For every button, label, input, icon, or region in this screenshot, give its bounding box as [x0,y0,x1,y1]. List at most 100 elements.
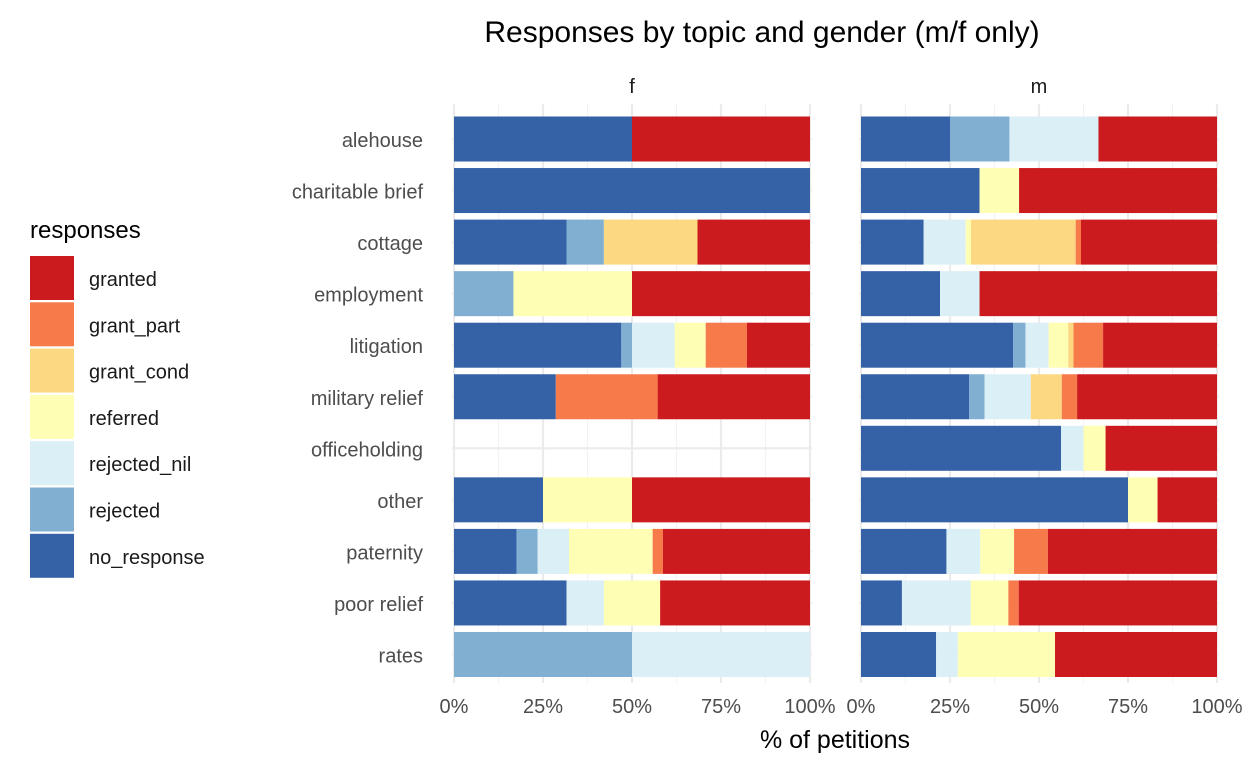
bar-m-litigation-grant-part [1073,322,1104,368]
x-tick-label: 0% [847,696,876,718]
bar-m-litigation-granted [1103,322,1217,368]
y-tick-label-officeholding: officeholding [311,439,423,461]
bar-m-other-no-response [861,477,1128,523]
legend-label-rejected-nil: rejected_nil [89,454,191,476]
bar-m-litigation-no-response [861,322,1014,368]
bar-m-rates-granted [1055,632,1217,677]
bar-f-cottage-granted [697,219,810,265]
facet-panel-f: f 0% 25% 50% 75% 100% [440,76,836,718]
bar-f-paternity-referred [568,528,653,574]
bar-f-paternity-grant-part [652,528,663,574]
bar-f-litigation-rejected [621,322,632,368]
x-tick-label: 0% [440,696,469,718]
bar-m-poor-relief-granted [1018,580,1217,626]
bar-m-officeholding-rejected-nil [1061,425,1084,471]
x-tick-label: 100% [1191,696,1242,718]
y-tick-label-charitable-brief: charitable brief [292,182,424,204]
legend-key-no-response [30,533,74,578]
bar-m-poor-relief-rejected-nil [901,580,971,626]
bar-m-military-relief-grant-cond [1030,374,1062,420]
facet-label-m: m [1031,76,1048,98]
bar-f-rates-rejected-nil [632,632,810,677]
bar-f-poor-relief-granted [660,580,810,626]
x-tick-label: 75% [701,696,741,718]
panels: f 0% 25% 50% 75% 100% m 0% 25% 50% 75% 100% [440,76,1243,718]
bar-m-litigation-referred [1048,322,1069,368]
bar-m-charitable-brief-no-response [861,168,980,214]
bar-m-military-relief-grant-part [1061,374,1078,420]
bar-m-rates-no-response [861,632,937,677]
y-tick-label-other: other [377,491,423,513]
bar-m-military-relief-no-response [861,374,970,420]
y-tick-label-cottage: cottage [357,233,423,255]
legend: responses granted grant_part grant_condref… [30,217,205,578]
bar-f-alehouse-no-response [454,116,632,162]
bar-f-charitable-brief-no-response [454,168,810,214]
y-tick-label-rates: rates [379,646,423,668]
bar-f-litigation-rejected-nil [632,322,675,368]
bar-f-alehouse-granted [632,116,810,162]
legend-key-granted [30,256,74,300]
y-tick-label-litigation: litigation [350,336,423,358]
legend-key-grant-cond [30,348,74,393]
legend-label-no-response: no_response [89,547,205,569]
y-tick-label-alehouse: alehouse [342,130,423,152]
bar-m-alehouse-rejected [950,116,1010,162]
bar-f-paternity-no-response [454,528,517,574]
bar-f-military-relief-no-response [454,374,556,420]
x-tick-label: 100% [784,696,835,718]
bar-f-litigation-granted [746,322,810,368]
bar-f-employment-referred [513,271,632,317]
bar-m-cottage-no-response [861,219,924,265]
bar-m-poor-relief-grant-part [1008,580,1019,626]
bar-m-other-referred [1128,477,1158,523]
x-tick-label: 25% [930,696,970,718]
bar-m-alehouse-no-response [861,116,950,162]
bar-f-poor-relief-no-response [454,580,567,626]
y-tick-label-military-relief: military relief [311,388,424,410]
chart-title: Responses by topic and gender (m/f only) [484,16,1039,49]
legend-key-rejected-nil [30,441,74,486]
bar-f-litigation-grant-part [705,322,747,368]
bar-f-employment-granted [632,271,810,317]
bar-f-military-relief-grant-part [555,374,658,420]
bar-m-charitable-brief-granted [1019,168,1217,214]
x-tick-label: 50% [612,696,652,718]
bar-m-litigation-rejected-nil [1025,322,1049,368]
x-axis-title: % of petitions [760,726,910,754]
legend-label-grant-cond: grant_cond [89,362,189,384]
bar-f-paternity-rejected-nil [537,528,569,574]
legend-label-grant-part: grant_part [89,315,181,337]
facet-label-f: f [629,76,635,98]
x-tick-label: 25% [523,696,563,718]
bar-f-other-no-response [454,477,543,523]
legend-key-rejected [30,487,74,532]
bar-f-other-referred [543,477,632,523]
legend-key-referred [30,394,74,439]
legend-label-granted: granted [89,269,157,291]
bar-m-other-granted [1157,477,1217,523]
facet-panel-m: m 0% 25% 50% 75% 100% [847,76,1243,718]
bar-f-other-granted [632,477,810,523]
bar-f-poor-relief-rejected-nil [566,580,604,626]
bar-m-charitable-brief-referred [979,168,1020,214]
bar-f-cottage-no-response [454,219,567,265]
y-tick-label-employment: employment [314,285,423,307]
bar-f-litigation-referred [674,322,706,368]
legend-label-rejected: rejected [89,501,160,523]
bar-m-alehouse-rejected-nil [1009,116,1099,162]
x-tick-label: 50% [1019,696,1059,718]
bar-f-paternity-rejected [516,528,538,574]
bar-f-paternity-granted [662,528,810,574]
y-tick-label-poor-relief: poor relief [334,594,423,616]
bar-f-poor-relief-referred [603,580,661,626]
y-tick-label-paternity: paternity [346,542,423,564]
bar-m-paternity-granted [1047,528,1217,574]
bar-m-rates-rejected-nil [936,632,958,677]
bar-f-rates-rejected [454,632,632,677]
bar-m-cottage-grant-part [1075,219,1082,265]
bar-m-officeholding-granted [1105,425,1217,471]
bar-m-military-relief-granted [1077,374,1217,420]
bar-f-cottage-rejected [566,219,604,265]
